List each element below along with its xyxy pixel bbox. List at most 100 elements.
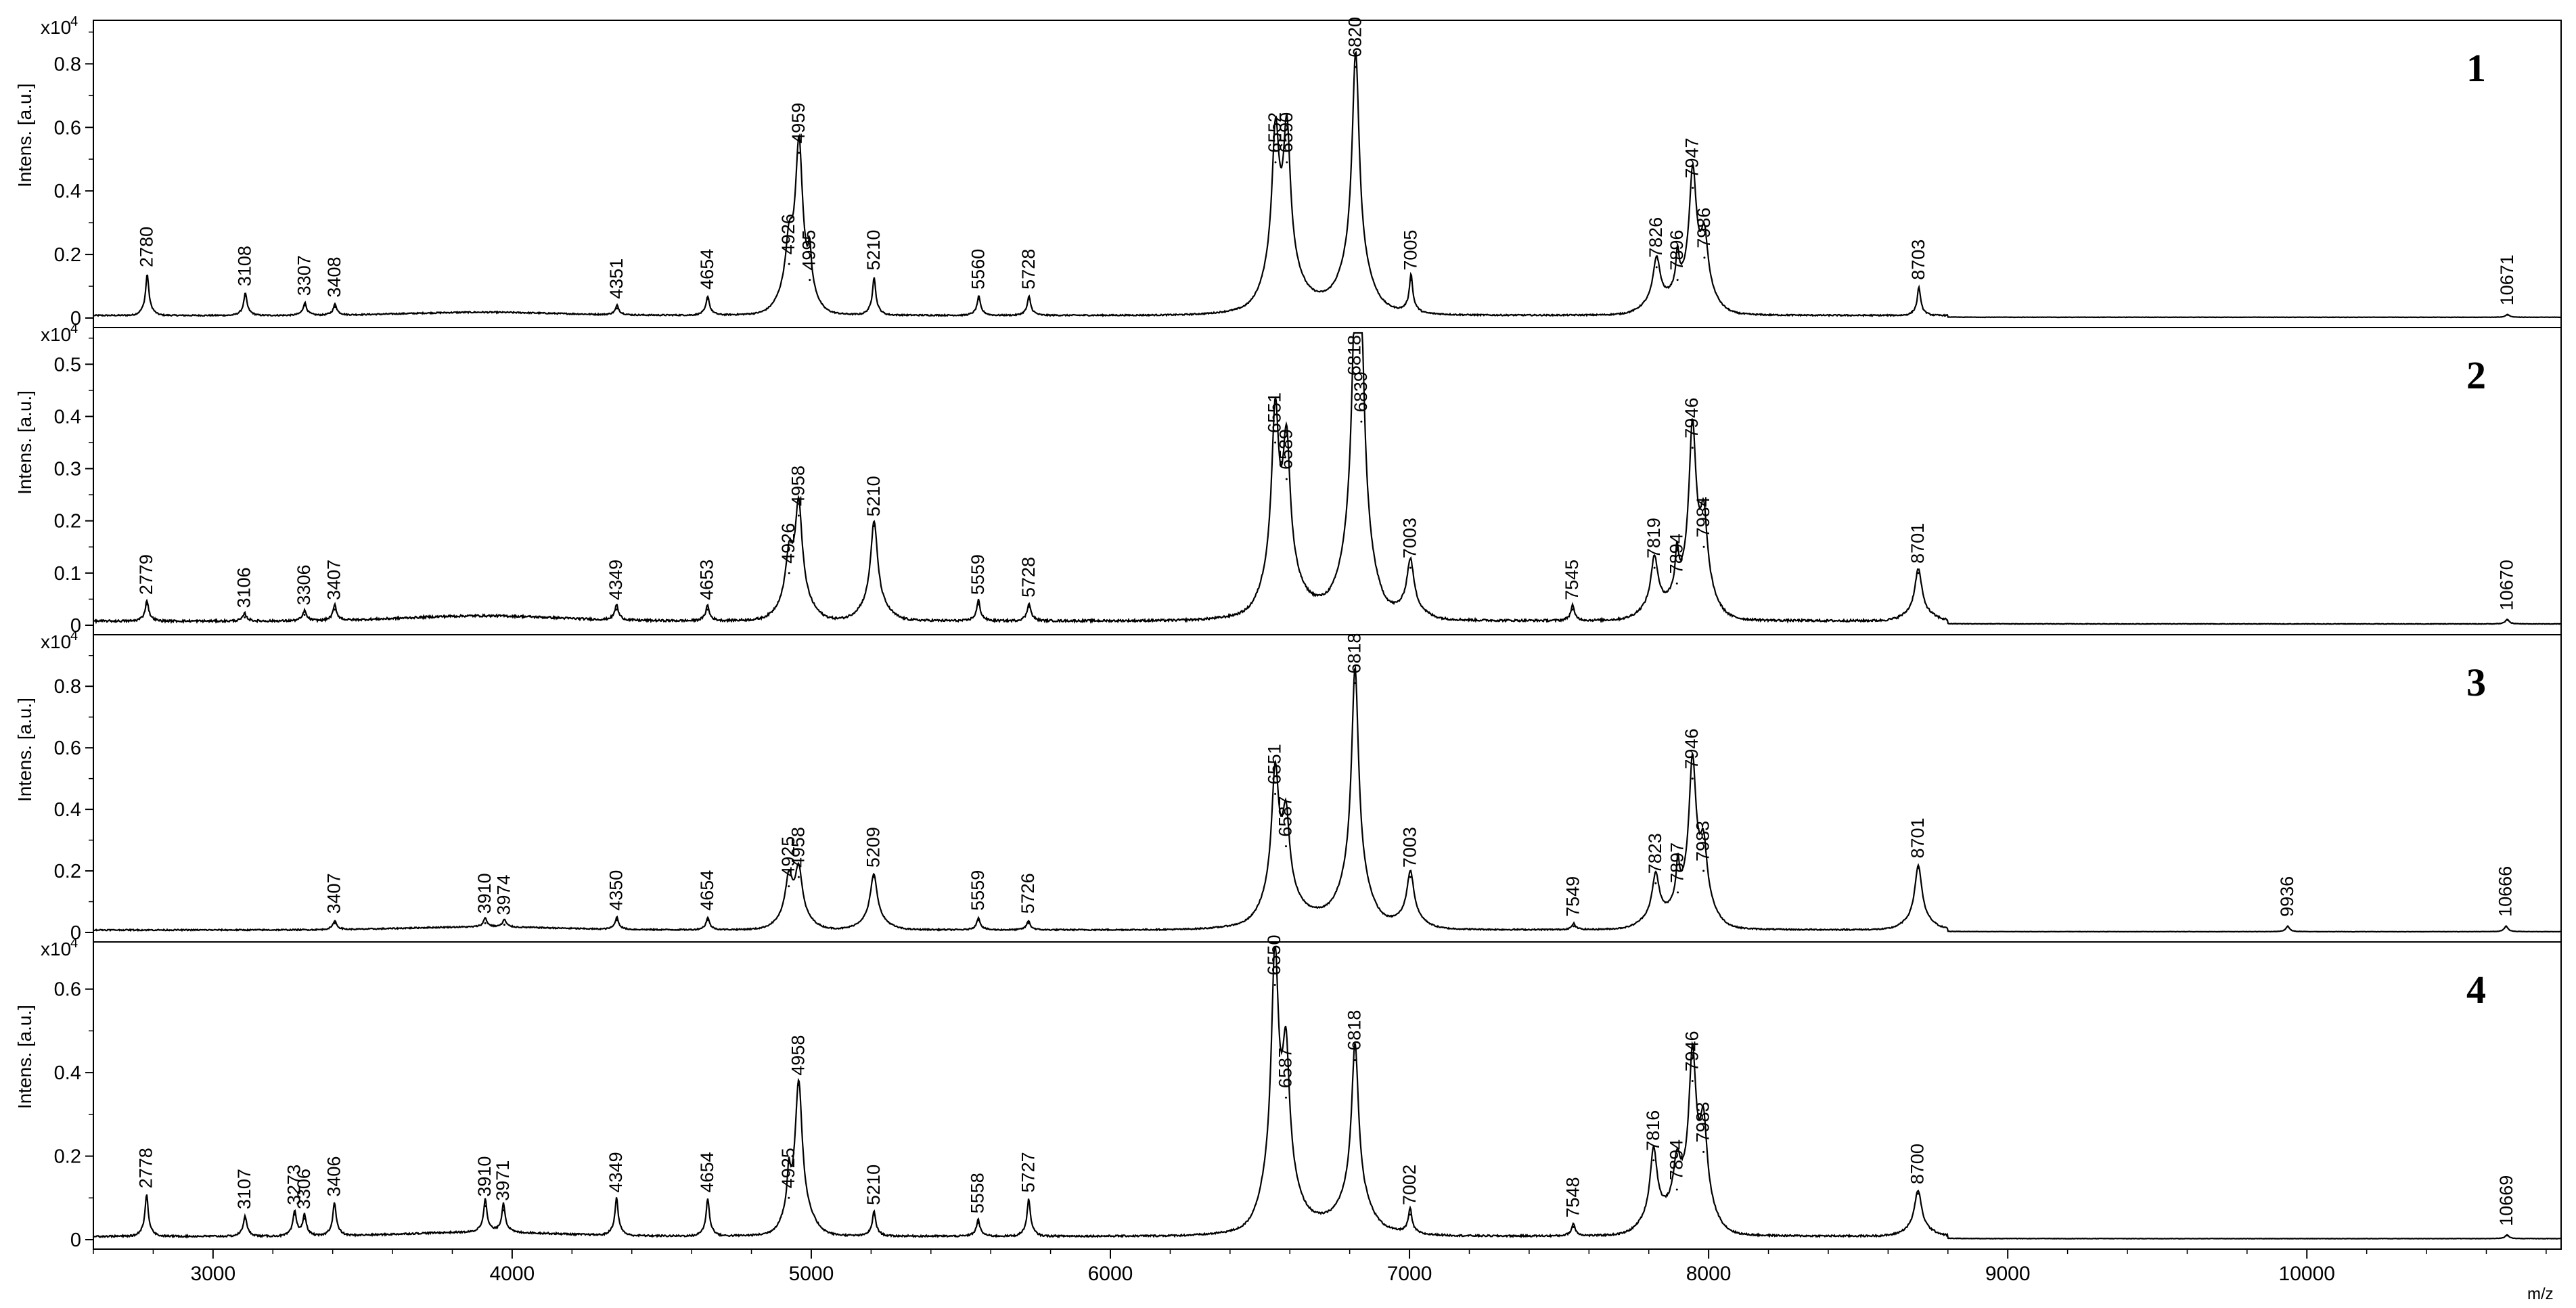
peak-point	[484, 1205, 487, 1208]
y-tick-label: 0.4	[54, 799, 81, 821]
peak-point	[1409, 279, 1412, 281]
peak-label: 5728	[1018, 249, 1039, 290]
peak-point	[2506, 313, 2509, 316]
peak-point	[977, 1221, 980, 1224]
peak-point	[615, 608, 618, 611]
y-tick-label: 0	[70, 308, 81, 330]
peak-point	[1917, 572, 1920, 574]
peak-label: 4654	[697, 1152, 717, 1192]
peak-label: 5726	[1018, 873, 1038, 914]
panel-4-spectrum-line	[93, 946, 2561, 1240]
peak-point	[146, 275, 149, 278]
y-tick-label: 0.4	[54, 1062, 81, 1084]
panel-1-frame	[93, 20, 2562, 328]
y-tick-label: 0.6	[54, 117, 81, 139]
peak-point	[303, 614, 306, 616]
y-tick-label: 0.5	[54, 354, 81, 376]
peak-point	[1354, 682, 1357, 685]
y-axis-label: Intens. [a.u.]	[14, 390, 35, 495]
peak-label: 3306	[294, 1169, 314, 1209]
peak-label: 7983	[1693, 1102, 1713, 1142]
x-tick-label: 10000	[2279, 1263, 2335, 1285]
peak-label: 6589	[1275, 429, 1296, 470]
peak-point	[788, 1196, 790, 1199]
peak-label: 5559	[968, 554, 988, 595]
peak-point	[1691, 447, 1694, 449]
peak-point	[1027, 922, 1030, 924]
peak-label: 8700	[1907, 1144, 1928, 1184]
panel-3-spectrum-line	[93, 665, 2561, 933]
peak-point	[1691, 777, 1694, 780]
y-multiplier: x10	[41, 631, 71, 652]
x-tick-label: 5000	[789, 1263, 834, 1285]
peak-label: 2778	[136, 1148, 156, 1188]
x-tick-label: 3000	[190, 1263, 235, 1285]
y-tick-label: 0.8	[54, 676, 81, 698]
peak-point	[977, 298, 980, 300]
peak-point	[244, 1217, 246, 1220]
peak-label: 6818	[1345, 335, 1365, 376]
peak-label: 4653	[697, 560, 717, 600]
peak-point	[1273, 984, 1276, 987]
peak-point	[1354, 384, 1357, 386]
peak-label: 7549	[1563, 876, 1583, 917]
peak-label: 4654	[697, 870, 717, 911]
peak-label: 8701	[1907, 523, 1928, 564]
peak-label: 10670	[2496, 560, 2516, 610]
peak-label: 3408	[324, 256, 344, 297]
peak-point	[1702, 870, 1705, 872]
panel-number: 2	[2466, 353, 2486, 397]
peak-label: 4958	[788, 827, 808, 867]
panel-4-frame	[93, 941, 2562, 1250]
peak-point	[706, 1200, 709, 1203]
peak-label: 7946	[1681, 1031, 1702, 1071]
peak-point	[334, 306, 336, 309]
peak-label: 3407	[324, 560, 344, 600]
peak-label: 8703	[1908, 240, 1928, 280]
peak-point	[1027, 1200, 1030, 1203]
x-tick-label: 4000	[490, 1263, 535, 1285]
peak-point	[1284, 1096, 1287, 1099]
peak-point	[798, 152, 800, 154]
peak-point	[1652, 1159, 1655, 1162]
y-tick-label: 0.2	[54, 1146, 81, 1168]
peak-label: 7946	[1681, 398, 1702, 438]
peak-point	[1676, 279, 1679, 281]
peak-label: 6818	[1345, 633, 1365, 674]
x-axis-label: m/z	[2527, 1285, 2554, 1303]
peak-point	[2506, 1234, 2508, 1237]
peak-point	[1702, 1150, 1705, 1153]
panel-number: 4	[2466, 968, 2486, 1012]
panel-3-frame	[93, 634, 2562, 943]
peak-point	[615, 1200, 618, 1203]
peak-point	[1409, 566, 1411, 569]
peak-point	[1692, 186, 1694, 189]
peak-label: 6820	[1345, 17, 1365, 58]
peak-label: 10666	[2495, 866, 2516, 917]
peak-label: 6587	[1275, 1047, 1295, 1088]
peak-point	[1409, 876, 1411, 878]
peak-label: 7947	[1682, 137, 1702, 178]
panel-number: 3	[2466, 660, 2486, 704]
peak-point	[1360, 420, 1363, 423]
peak-label: 2779	[136, 554, 156, 595]
peak-label: 6818	[1345, 1010, 1365, 1051]
peak-point	[706, 608, 709, 611]
peak-label: 7003	[1399, 827, 1420, 867]
peak-point	[145, 1196, 148, 1199]
peak-point	[873, 524, 876, 527]
peak-label: 4926	[778, 214, 798, 254]
peak-label: 4959	[788, 103, 809, 143]
peak-label: 7986	[1694, 208, 1714, 248]
peak-label: 7819	[1644, 518, 1664, 558]
peak-point	[1274, 161, 1277, 164]
peak-point	[334, 922, 336, 924]
peak-point	[873, 279, 876, 281]
peak-point	[244, 294, 247, 297]
y-tick-label: 0.8	[54, 53, 81, 75]
peak-point	[977, 603, 980, 606]
y-tick-label: 0	[70, 1230, 81, 1251]
x-tick-label: 7000	[1387, 1263, 1432, 1285]
x-tick-label: 8000	[1686, 1263, 1732, 1285]
